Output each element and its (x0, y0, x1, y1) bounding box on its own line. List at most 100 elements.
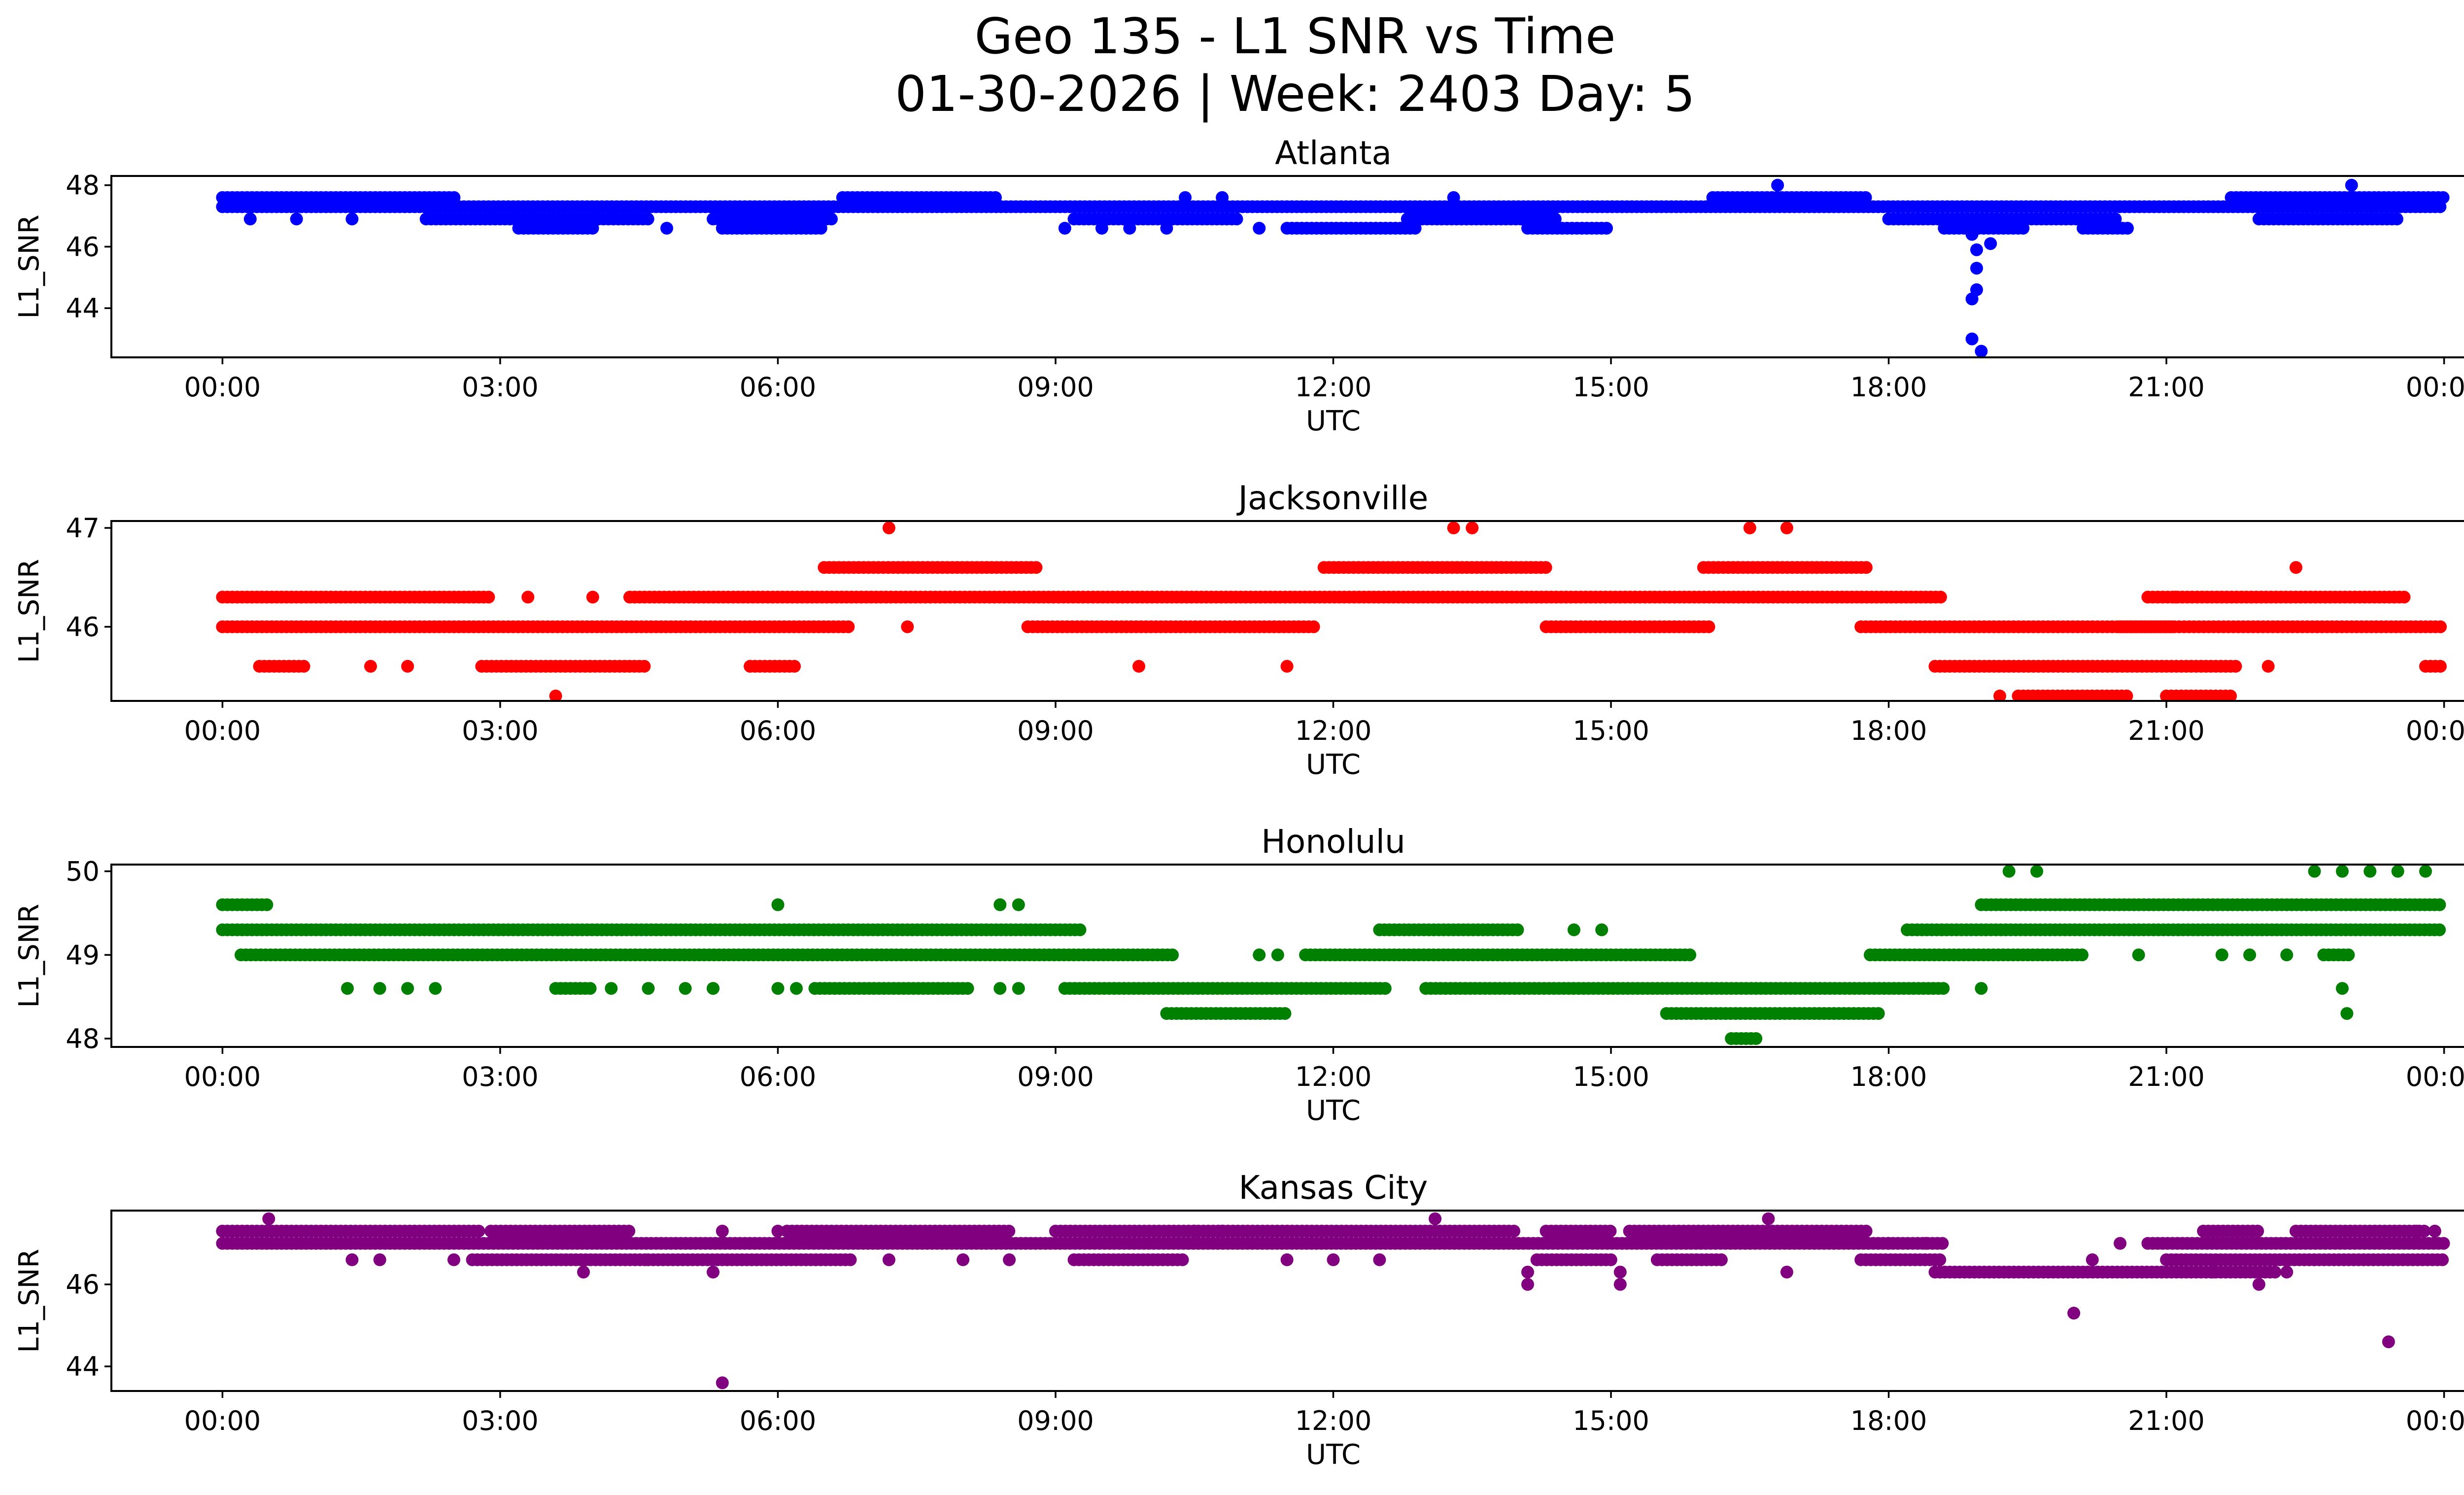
x-axis-label: UTC (1306, 749, 1361, 781)
data-point (2002, 865, 2016, 878)
data-point (2169, 591, 2182, 604)
data-point (1307, 620, 1320, 633)
data-point (1970, 262, 1983, 275)
data-point (660, 222, 673, 235)
subplot-kansas-city: Kansas City 00:00 03:00 06:00 09:00 12:00 15:0… (13, 1169, 2464, 1471)
data-point (243, 212, 257, 226)
data-point (583, 982, 597, 995)
data-point (1702, 620, 1715, 633)
data-point (297, 660, 310, 673)
y-axis-label: L1_SNR (13, 1249, 45, 1353)
subplot-title: Jacksonville (1236, 479, 1429, 517)
data-point (2290, 561, 2302, 574)
data-point (1466, 522, 1479, 534)
data-point (1937, 982, 1950, 995)
data-point (2340, 1007, 2354, 1020)
data-point (2086, 1253, 2099, 1266)
data-point (401, 660, 414, 673)
x-tick-label: 12:00 (1295, 715, 1372, 746)
data-point (1965, 228, 1979, 241)
data-point (2132, 948, 2145, 962)
x-tick-label: 03:00 (462, 715, 539, 746)
data-point (1872, 1007, 1885, 1020)
data-point (2229, 660, 2242, 673)
data-point (1613, 1265, 1627, 1279)
data-point (2437, 1237, 2450, 1250)
subplot-jacksonville: Jacksonville 00:00 03:00 06:00 09:00 12:00 15:… (13, 479, 2464, 781)
data-point (993, 982, 1007, 995)
data-point (1012, 982, 1025, 995)
data-point (1771, 178, 1784, 192)
x-axis-label: UTC (1306, 1095, 1361, 1127)
data-point (2268, 1265, 2282, 1279)
data-point (2436, 1253, 2449, 1266)
data-point (2382, 1335, 2395, 1349)
data-point (2215, 948, 2228, 962)
data-point (1002, 1224, 1016, 1238)
x-tick-label: 06:00 (740, 1061, 817, 1092)
data-point (1179, 191, 1192, 204)
data-point (1539, 561, 1552, 574)
data-point (2280, 948, 2293, 962)
data-point (586, 591, 599, 604)
data-point (2342, 948, 2355, 962)
data-point (1176, 1253, 1189, 1266)
data-point (825, 212, 838, 226)
data-point (901, 620, 914, 633)
data-point (1507, 1224, 1520, 1238)
data-point (429, 982, 442, 995)
data-point (345, 212, 359, 226)
y-tick-label: 44 (66, 293, 100, 324)
data-point (1762, 1212, 1775, 1225)
data-point (788, 660, 801, 673)
x-tick-label: 18:00 (1850, 372, 1927, 403)
data-point (2308, 865, 2321, 878)
data-point (373, 982, 386, 995)
data-point (882, 522, 895, 534)
data-point (1965, 332, 1979, 346)
data-point (1003, 1253, 1016, 1266)
x-tick-label: 00:00 (2406, 1061, 2464, 1092)
x-tick-label: 00:00 (2406, 1405, 2464, 1436)
x-tick-label: 09:00 (1017, 372, 1094, 403)
x-tick-label: 21:00 (2128, 372, 2205, 403)
data-point (1933, 1253, 1947, 1266)
data-point (1521, 1265, 1534, 1279)
data-point (605, 982, 618, 995)
data-point (1166, 948, 1179, 962)
y-tick-label: 46 (66, 1269, 100, 1300)
data-point (577, 1265, 590, 1279)
data-point (1919, 1237, 1932, 1250)
data-point (521, 591, 535, 604)
data-point (1604, 1224, 1617, 1238)
data-point (1936, 1237, 1949, 1250)
data-point (993, 898, 1007, 911)
x-tick-label: 00:00 (184, 1405, 261, 1436)
data-point (679, 982, 692, 995)
data-point (1934, 591, 1947, 604)
series-points (216, 178, 2450, 357)
data-point (1567, 923, 1580, 937)
data-point (2224, 690, 2237, 701)
figure-title: Geo 135 - L1 SNR vs Time (975, 7, 1616, 65)
data-point (1521, 1278, 1534, 1291)
data-point (1327, 1253, 1340, 1266)
data-point (716, 1376, 729, 1390)
data-point (2434, 620, 2447, 633)
data-point (1984, 237, 1997, 250)
data-point (642, 982, 655, 995)
data-point (1073, 923, 1087, 937)
x-tick-label: 06:00 (740, 372, 817, 403)
data-point (1253, 222, 1266, 235)
data-point (1683, 948, 1697, 962)
data-point (586, 222, 599, 235)
x-tick-label: 12:00 (1295, 1061, 1372, 1092)
y-axis-label: L1_SNR (13, 214, 45, 318)
x-tick-label: 21:00 (2128, 1405, 2205, 1436)
data-point (1429, 1212, 1442, 1225)
data-point (1230, 212, 1243, 226)
series-points (216, 522, 2447, 701)
y-tick-label: 49 (66, 939, 100, 971)
subplot-atlanta: Atlanta 00:00 03:00 06:00 09:00 12:00 15:00 18:… (13, 134, 2464, 437)
series-points (216, 865, 2446, 1045)
